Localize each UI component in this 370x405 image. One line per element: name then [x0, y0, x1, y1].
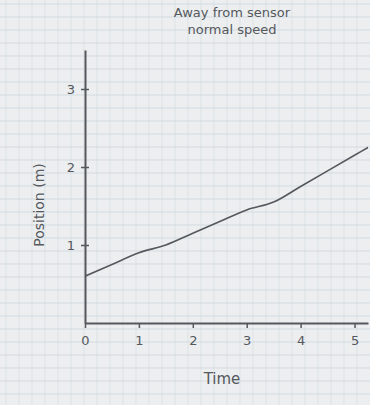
y-axis-line: [85, 51, 87, 324]
y-tick: 2: [67, 160, 89, 175]
x-tick-mark: [300, 323, 302, 328]
paper-line: [0, 316, 370, 317]
x-tick-label: 5: [351, 333, 359, 348]
x-tick: 5: [351, 323, 359, 348]
y-tick-label: 3: [67, 82, 75, 97]
y-tick: 3: [67, 82, 89, 97]
paper-line: [344, 0, 345, 405]
paper-line: [266, 0, 267, 405]
paper-line: [0, 147, 370, 148]
x-tick-mark: [139, 323, 141, 328]
paper-line: [0, 108, 370, 109]
subtitle: normal speed: [188, 22, 277, 37]
y-tick: 1: [67, 238, 89, 253]
paper-line: [0, 342, 370, 343]
paper-line: [71, 0, 72, 405]
x-tick-label: 0: [81, 333, 89, 348]
paper-line: [0, 134, 370, 135]
x-tick-mark: [354, 323, 356, 328]
paper-line: [318, 0, 319, 405]
paper-line: [149, 0, 150, 405]
paper-line: [175, 0, 176, 405]
paper-line: [0, 30, 370, 31]
x-tick-mark: [193, 323, 195, 328]
x-tick: 4: [297, 323, 305, 348]
paper-line: [0, 173, 370, 174]
paper-line: [97, 0, 98, 405]
paper-line: [58, 0, 59, 405]
paper-line: [0, 212, 370, 213]
paper-line: [0, 186, 370, 187]
paper-line: [0, 381, 370, 382]
paper-line: [0, 199, 370, 200]
x-tick-label: 2: [189, 333, 197, 348]
y-tick-mark: [81, 167, 89, 169]
y-tick-label: 1: [67, 238, 75, 253]
x-tick-mark: [85, 323, 87, 328]
paper-line: [6, 0, 7, 405]
plot-area: [85, 148, 368, 277]
paper-line: [279, 0, 280, 405]
x-tick-label: 1: [135, 333, 143, 348]
paper-line: [110, 0, 111, 405]
paper-line: [0, 264, 370, 265]
paper-line: [253, 0, 254, 405]
paper-line: [0, 69, 370, 70]
paper-line: [292, 0, 293, 405]
y-axis-title: Position (m): [31, 163, 47, 247]
paper-line: [0, 290, 370, 291]
x-tick: 1: [135, 323, 143, 348]
x-tick: 2: [189, 323, 197, 348]
paper-line: [0, 251, 370, 252]
paper-line: [0, 160, 370, 161]
paper-line: [0, 82, 370, 83]
paper-line: [0, 329, 370, 330]
x-tick-label: 4: [297, 333, 305, 348]
x-axis: 0 1 2 3 4 5: [81, 323, 368, 348]
y-tick-label: 2: [67, 160, 75, 175]
paper-line: [0, 121, 370, 122]
y-tick-mark: [81, 245, 89, 247]
paper: [0, 0, 370, 405]
paper-line: [19, 0, 20, 405]
paper-line: [0, 394, 370, 395]
x-tick: 0: [81, 323, 89, 348]
paper-line: [0, 303, 370, 304]
x-tick-mark: [246, 323, 248, 328]
chart: 0 1 2 3 4 5 1 2 3 Away from sensor normal speed Tim…: [0, 0, 370, 405]
x-axis-title: Time: [203, 370, 241, 388]
x-tick-label: 3: [243, 333, 251, 348]
position-line: [85, 148, 368, 277]
paper-line: [214, 0, 215, 405]
paper-line: [0, 277, 370, 278]
paper-line: [0, 368, 370, 369]
paper-line: [0, 56, 370, 57]
title: Away from sensor: [174, 5, 291, 20]
paper-bg: [0, 0, 370, 405]
x-axis-line: [86, 323, 369, 325]
paper-line: [201, 0, 202, 405]
paper-line: [240, 0, 241, 405]
paper-line: [227, 0, 228, 405]
paper-line: [0, 225, 370, 226]
x-tick: 3: [243, 323, 251, 348]
paper-line: [0, 95, 370, 96]
paper-line: [331, 0, 332, 405]
paper-line: [0, 355, 370, 356]
y-tick-mark: [81, 89, 89, 91]
paper-line: [162, 0, 163, 405]
paper-line: [0, 43, 370, 44]
paper-line: [123, 0, 124, 405]
y-axis: 1 2 3: [67, 51, 89, 324]
